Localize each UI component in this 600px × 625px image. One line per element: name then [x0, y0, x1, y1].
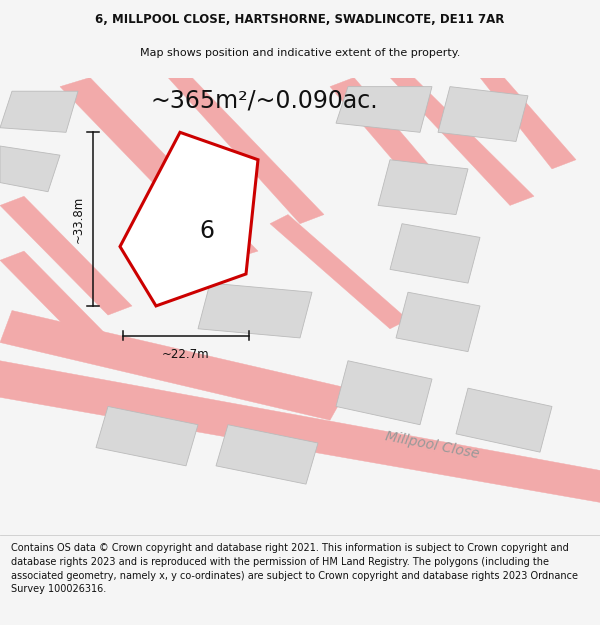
- Polygon shape: [270, 214, 408, 329]
- Polygon shape: [216, 425, 318, 484]
- Polygon shape: [0, 361, 600, 503]
- Polygon shape: [480, 78, 576, 169]
- Polygon shape: [198, 283, 312, 338]
- Polygon shape: [0, 251, 114, 352]
- Polygon shape: [438, 87, 528, 141]
- Text: ~33.8m: ~33.8m: [71, 196, 85, 242]
- Polygon shape: [60, 78, 258, 260]
- Polygon shape: [330, 78, 444, 192]
- Text: Millpool Close: Millpool Close: [384, 429, 480, 461]
- Polygon shape: [0, 146, 60, 192]
- Polygon shape: [0, 91, 78, 132]
- Text: ~365m²/~0.090ac.: ~365m²/~0.090ac.: [150, 88, 378, 112]
- Text: ~22.7m: ~22.7m: [162, 348, 210, 361]
- Polygon shape: [336, 361, 432, 425]
- Polygon shape: [120, 132, 258, 306]
- Polygon shape: [0, 196, 132, 315]
- Text: 6: 6: [199, 219, 215, 243]
- Polygon shape: [0, 311, 348, 420]
- Polygon shape: [168, 78, 324, 224]
- Polygon shape: [390, 78, 534, 206]
- Polygon shape: [396, 292, 480, 352]
- Text: Contains OS data © Crown copyright and database right 2021. This information is : Contains OS data © Crown copyright and d…: [11, 543, 578, 594]
- Text: 6, MILLPOOL CLOSE, HARTSHORNE, SWADLINCOTE, DE11 7AR: 6, MILLPOOL CLOSE, HARTSHORNE, SWADLINCO…: [95, 13, 505, 26]
- Polygon shape: [378, 160, 468, 214]
- Text: Map shows position and indicative extent of the property.: Map shows position and indicative extent…: [140, 48, 460, 58]
- Polygon shape: [390, 224, 480, 283]
- Polygon shape: [456, 388, 552, 452]
- Polygon shape: [336, 87, 432, 132]
- Polygon shape: [96, 406, 198, 466]
